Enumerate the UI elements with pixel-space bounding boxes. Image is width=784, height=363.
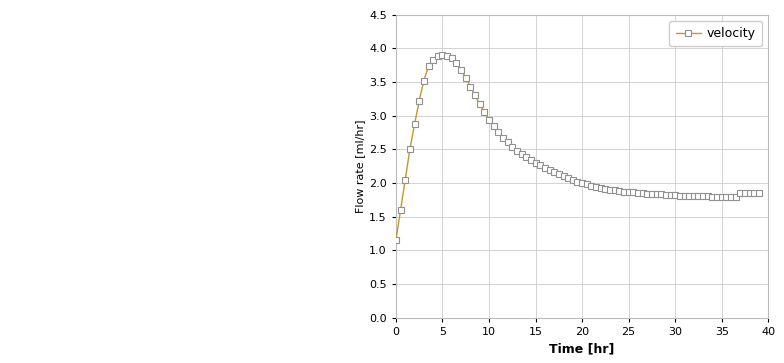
Line: velocity: velocity: [393, 52, 762, 243]
X-axis label: Time [hr]: Time [hr]: [550, 342, 615, 355]
velocity: [661, 193, 670, 197]
velocity: [494, 130, 503, 135]
velocity: [437, 53, 447, 57]
velocity: [754, 191, 764, 195]
velocity: [540, 166, 550, 170]
velocity: [391, 238, 401, 242]
Legend: velocity: velocity: [670, 21, 762, 46]
velocity: [545, 168, 554, 172]
velocity: [485, 117, 494, 122]
velocity: [605, 187, 615, 192]
Y-axis label: Flow rate [ml/hr]: Flow rate [ml/hr]: [355, 119, 365, 213]
